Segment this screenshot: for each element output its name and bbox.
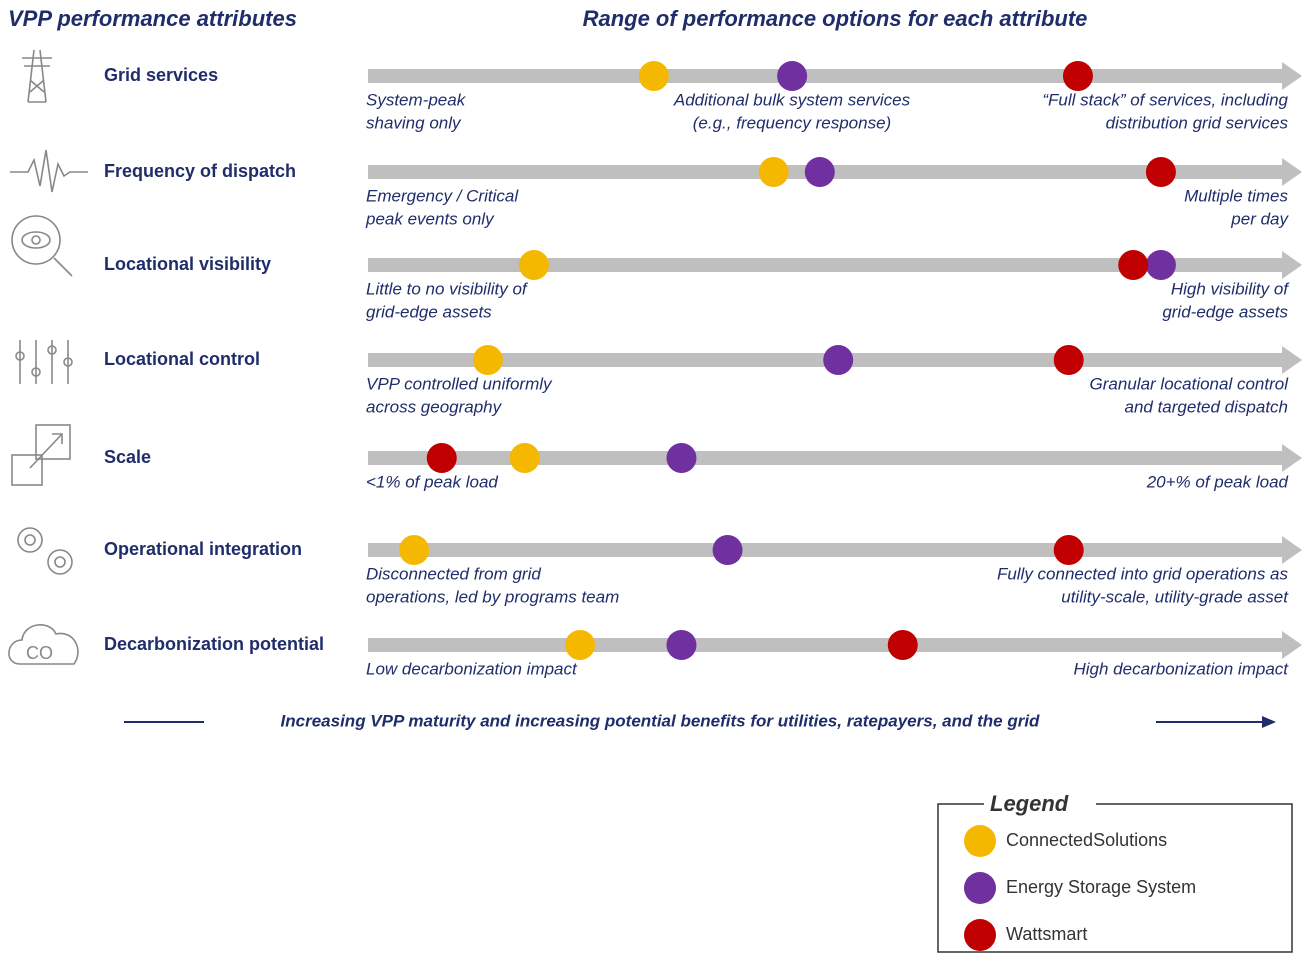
legend-dot [964,825,996,857]
high-label: High visibility of [1171,279,1290,298]
high-label: and targeted dispatch [1124,397,1288,416]
middle-label: Additional bulk system services [673,90,911,109]
program-dot [1118,250,1149,280]
program-dot [1145,157,1176,187]
program-dot [399,535,430,565]
attribute-name: Decarbonization potential [104,634,324,654]
low-label: across geography [366,397,503,416]
program-dot [1053,345,1084,375]
program-dot [509,443,540,473]
program-dot [887,630,918,660]
svg-text:CO: CO [26,643,53,663]
program-dot [666,443,697,473]
program-dot [638,61,669,91]
low-label: operations, led by programs team [366,587,619,606]
program-dot [1145,250,1176,280]
attribute-name: Operational integration [104,539,302,559]
low-label: System-peak [366,90,467,109]
attribute-name: Locational control [104,349,260,369]
program-dot [758,157,789,187]
legend-title-bg [984,792,1096,816]
legend-label: Energy Storage System [1006,877,1196,897]
program-dot [472,345,503,375]
scale-arrowhead [1282,631,1302,659]
high-label: utility-scale, utility-grade asset [1061,587,1289,606]
scale-bar [368,258,1284,272]
high-label: 20+% of peak load [1146,472,1289,491]
high-label: Granular locational control [1090,374,1290,393]
low-label: shaving only [366,113,462,132]
legend-dot [964,919,996,951]
high-label: Multiple times [1184,186,1288,205]
low-label: <1% of peak load [366,472,498,491]
high-label: Fully connected into grid operations as [997,564,1289,583]
scale-arrowhead [1282,444,1302,472]
icons: CO [8,49,88,665]
footer-arrowhead [1262,716,1276,728]
legend-label: Wattsmart [1006,924,1087,944]
scale-bar [368,451,1284,465]
program-dot [1053,535,1084,565]
low-label: Disconnected from grid [366,564,541,583]
low-label: grid-edge assets [366,302,492,321]
program-dot [804,157,835,187]
program-dot [823,345,854,375]
program-dot [518,250,549,280]
scale-arrowhead [1282,62,1302,90]
right-header: Range of performance options for each at… [583,6,1088,31]
attribute-name: Frequency of dispatch [104,161,296,181]
high-label: distribution grid services [1106,113,1289,132]
legend-box [937,803,1293,953]
high-label: grid-edge assets [1162,302,1288,321]
program-dot [426,443,457,473]
scale-bar [368,638,1284,652]
scale-bar [368,543,1284,557]
footer: Increasing VPP maturity and increasing p… [281,711,1040,730]
scale-bar [368,69,1284,83]
legend-title: Legend [990,791,1069,816]
program-dot [777,61,808,91]
middle-label: (e.g., frequency response) [693,113,891,132]
scale-arrowhead [1282,158,1302,186]
attribute-name: Locational visibility [104,254,271,274]
attribute-name: Grid services [104,65,218,85]
scale-arrowhead [1282,251,1302,279]
program-dot [712,535,743,565]
high-label: “Full stack” of services, including [1042,90,1288,109]
low-label: Low decarbonization impact [366,659,578,678]
left-header: VPP performance attributes [8,6,297,31]
low-label: Emergency / Critical [366,186,519,205]
low-label: VPP controlled uniformly [366,374,553,393]
scale-arrowhead [1282,346,1302,374]
low-label: Little to no visibility of [366,279,529,298]
legend-dot [964,872,996,904]
attribute-name: Scale [104,447,151,467]
high-label: per day [1230,209,1289,228]
program-dot [565,630,596,660]
legend-label: ConnectedSolutions [1006,830,1167,850]
high-label: High decarbonization impact [1073,659,1289,678]
program-dot [1062,61,1093,91]
low-label: peak events only [365,209,495,228]
scale-arrowhead [1282,536,1302,564]
program-dot [666,630,697,660]
